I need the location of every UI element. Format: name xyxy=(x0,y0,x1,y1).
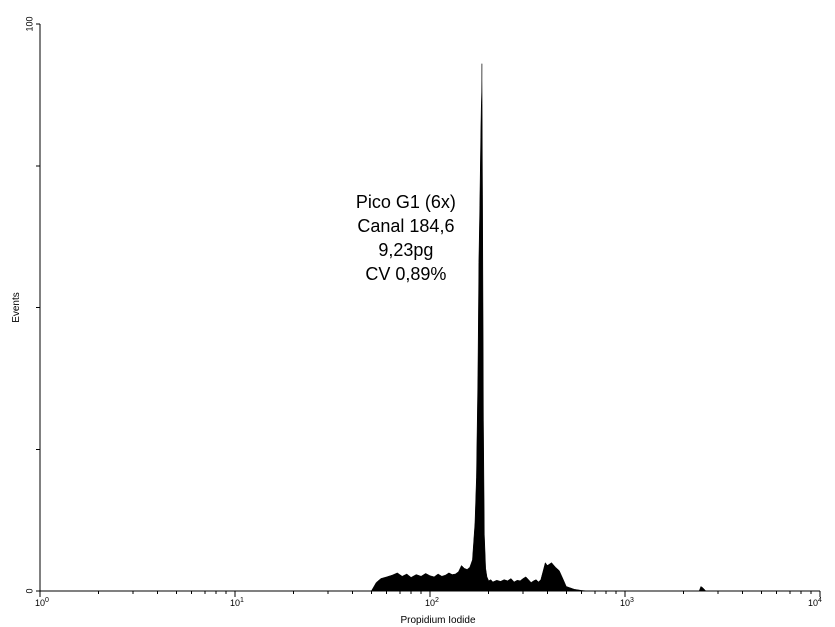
x-tick-label: 104 xyxy=(808,597,822,608)
annotation-line-channel: Canal 184,6 xyxy=(357,216,454,236)
y-axis-ticks: 0 100 xyxy=(24,16,40,594)
x-tick-label: 101 xyxy=(230,597,244,608)
plot-area xyxy=(370,63,820,592)
annotation-line-peak: Pico G1 (6x) xyxy=(356,192,456,212)
x-axis-ticks: 100 101 102 103 104 xyxy=(35,591,822,608)
y-tick-label: 100 xyxy=(24,16,34,31)
x-tick-label: 100 xyxy=(35,597,49,608)
peak-annotation: Pico G1 (6x) Canal 184,6 9,23pg CV 0,89% xyxy=(356,192,456,284)
annotation-line-cv: CV 0,89% xyxy=(365,264,446,284)
annotation-line-mass: 9,23pg xyxy=(378,240,433,260)
x-axis-label: Propidium Iodide xyxy=(400,615,475,626)
x-tick-label: 103 xyxy=(620,597,634,608)
x-tick-label: 102 xyxy=(425,597,439,608)
histogram-area xyxy=(370,63,820,592)
y-tick-label: 0 xyxy=(24,588,34,593)
y-axis-label: Events xyxy=(11,292,22,323)
